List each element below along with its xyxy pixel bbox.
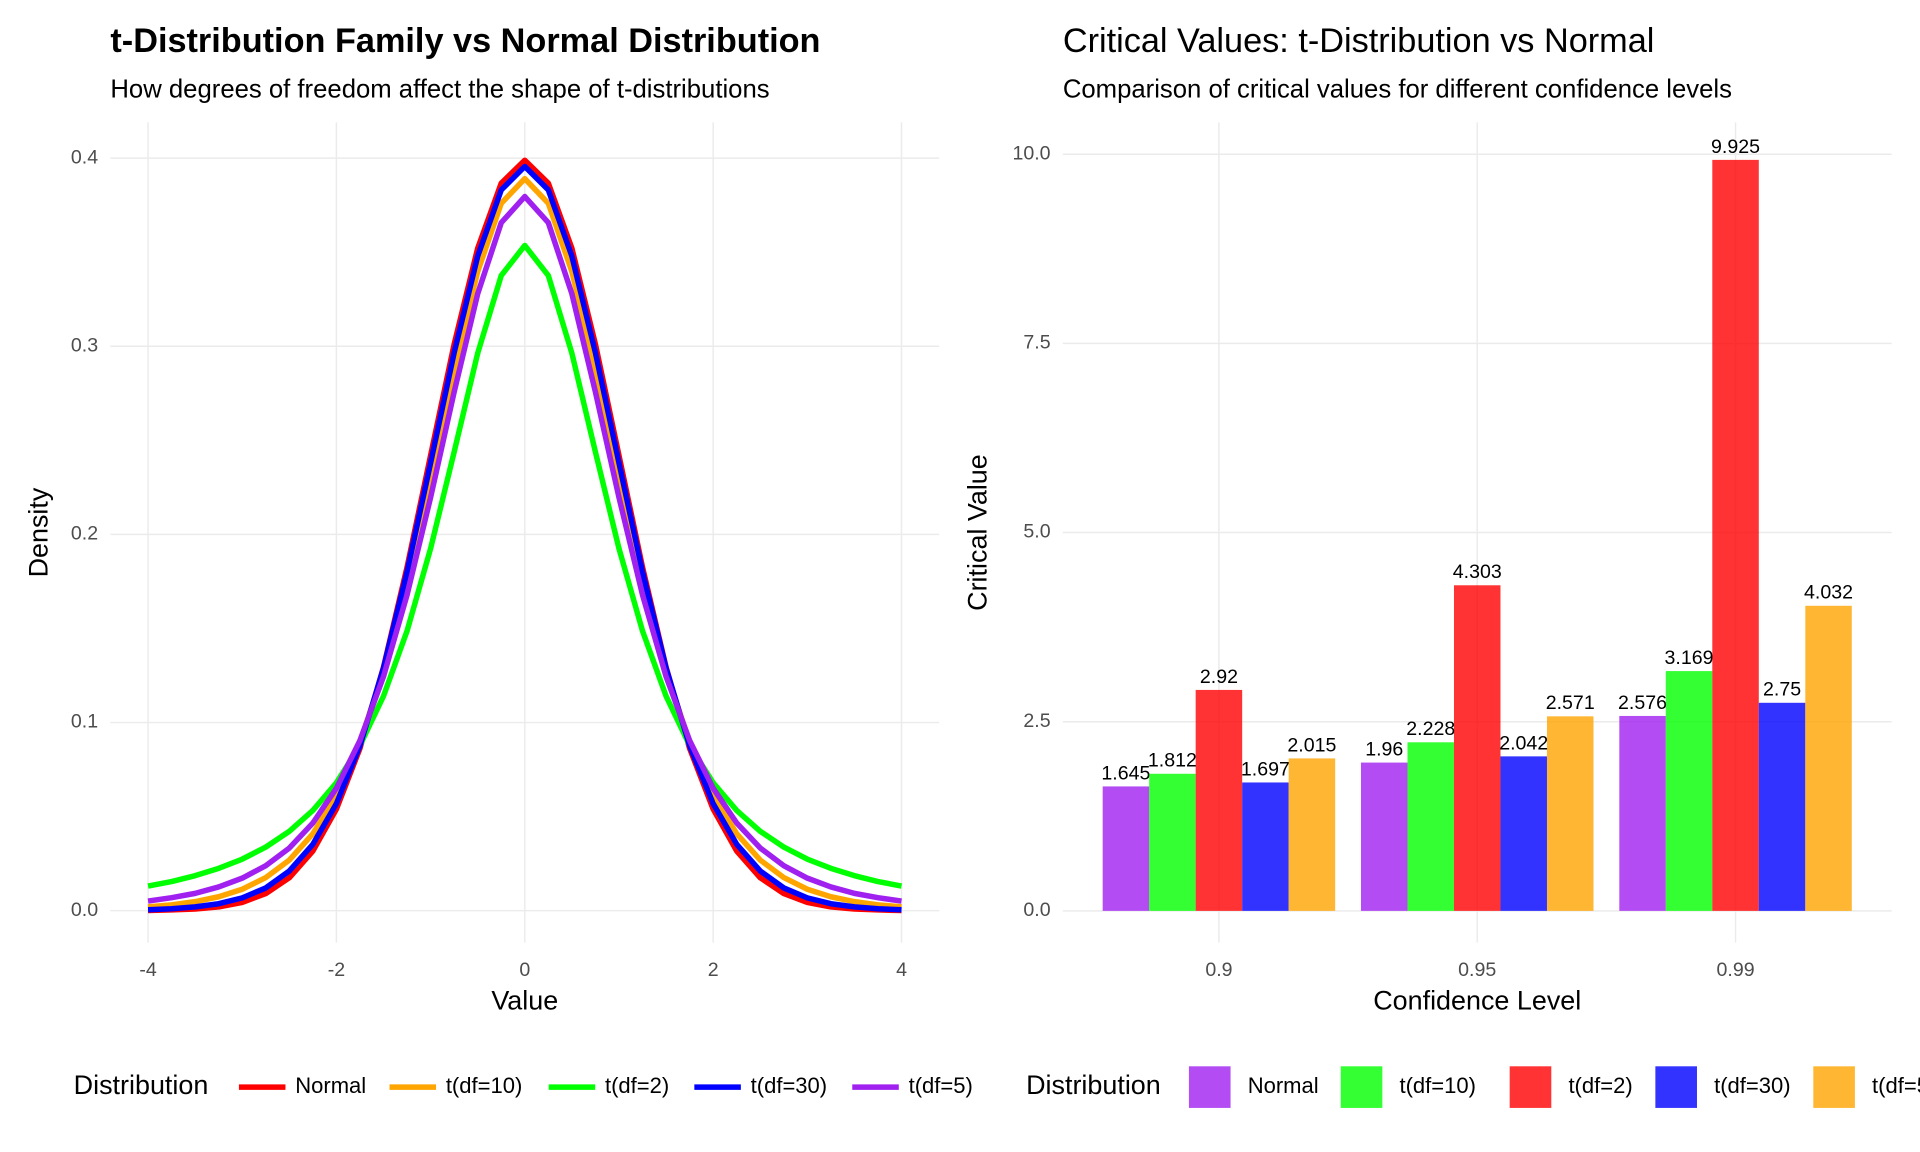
- x-tick-label: 0: [519, 959, 530, 981]
- y-tick-label: 7.5: [1023, 332, 1050, 354]
- bar: [1500, 756, 1547, 911]
- bar-value-label: 1.645: [1101, 762, 1150, 784]
- bar: [1453, 585, 1501, 911]
- chart-subtitle: Comparison of critical values for differ…: [1063, 75, 1732, 103]
- bar: [1619, 715, 1666, 911]
- bar-value-label: 2.015: [1287, 734, 1336, 756]
- y-tick-label: 2.5: [1023, 710, 1050, 732]
- x-tick-label: 0.9: [1205, 959, 1232, 981]
- y-tick-label: 0.3: [71, 334, 98, 356]
- x-axis-label: Value: [491, 986, 558, 1016]
- y-tick-label: 10.0: [1012, 142, 1050, 164]
- legend-label: t(df=5): [1872, 1073, 1920, 1098]
- density-line: [147, 242, 903, 889]
- bar-value-label: 3.169: [1665, 647, 1714, 669]
- legend-label: Normal: [295, 1073, 366, 1098]
- bar: [1195, 689, 1243, 911]
- legend-key: [1340, 1066, 1383, 1108]
- x-tick-label: 2: [708, 959, 719, 981]
- chart-title: Critical Values: t-Distribution vs Norma…: [1063, 22, 1655, 60]
- bar-value-label: 1.96: [1365, 738, 1403, 760]
- bar-value-label: 1.812: [1148, 750, 1197, 772]
- legend-label: t(df=5): [909, 1073, 973, 1098]
- y-axis-label: Critical Value: [963, 454, 993, 611]
- y-tick-label: 5.0: [1023, 521, 1050, 543]
- y-axis-label: Density: [24, 487, 54, 577]
- y-tick-label: 0.4: [71, 146, 98, 168]
- bar-value-label: 2.92: [1200, 666, 1238, 688]
- x-tick-label: 0.99: [1716, 959, 1754, 981]
- bar: [1805, 605, 1852, 911]
- legend-label: t(df=10): [1399, 1073, 1476, 1098]
- y-tick-label: 0.2: [71, 523, 98, 545]
- density-line: [147, 175, 902, 910]
- bar: [1149, 773, 1196, 911]
- legend-label: t(df=30): [751, 1073, 828, 1098]
- bar-value-label: 4.032: [1804, 582, 1853, 604]
- y-tick-label: 0.0: [1023, 899, 1050, 921]
- legend-key: [1813, 1066, 1855, 1108]
- density-line: [147, 193, 902, 904]
- density-line: [147, 163, 902, 913]
- legend-label: t(df=2): [1568, 1073, 1632, 1098]
- legend-label: t(df=2): [605, 1073, 669, 1098]
- bar: [1758, 702, 1806, 911]
- density-line: [147, 157, 902, 914]
- bar: [1665, 671, 1713, 911]
- legend-key: [1655, 1066, 1697, 1108]
- chart-subtitle: How degrees of freedom affect the shape …: [110, 75, 769, 103]
- bar: [1102, 786, 1150, 911]
- bar-value-label: 4.303: [1453, 561, 1502, 583]
- x-tick-label: -2: [328, 959, 345, 981]
- legend-label: t(df=10): [446, 1073, 523, 1098]
- x-axis-label: Confidence Level: [1373, 986, 1581, 1016]
- bar-value-label: 2.228: [1406, 718, 1455, 740]
- bar: [1242, 782, 1289, 911]
- bar: [1712, 159, 1759, 911]
- bar: [1360, 762, 1408, 911]
- legend-label: Normal: [1248, 1073, 1319, 1098]
- legend-label: t(df=30): [1714, 1073, 1791, 1098]
- bar: [1288, 758, 1336, 911]
- bar-value-label: 2.75: [1763, 679, 1801, 701]
- x-tick-label: 4: [896, 959, 907, 981]
- bar-value-label: 9.925: [1711, 136, 1760, 158]
- legend-title: Distribution: [74, 1070, 209, 1100]
- x-tick-label: -4: [139, 959, 157, 981]
- y-tick-label: 0.1: [71, 711, 98, 733]
- x-tick-label: 0.95: [1458, 959, 1496, 981]
- bar-value-label: 2.042: [1499, 732, 1548, 754]
- chart-title: t-Distribution Family vs Normal Distribu…: [110, 22, 820, 60]
- bar-value-label: 1.697: [1241, 758, 1290, 780]
- legend-key: [1188, 1066, 1231, 1108]
- bar: [1407, 742, 1454, 911]
- bar-value-label: 2.576: [1618, 692, 1667, 714]
- bar: [1546, 716, 1594, 911]
- y-tick-label: 0.0: [71, 899, 98, 921]
- legend-key: [1509, 1066, 1552, 1108]
- legend-title: Distribution: [1026, 1070, 1161, 1100]
- bar-value-label: 2.571: [1546, 692, 1595, 714]
